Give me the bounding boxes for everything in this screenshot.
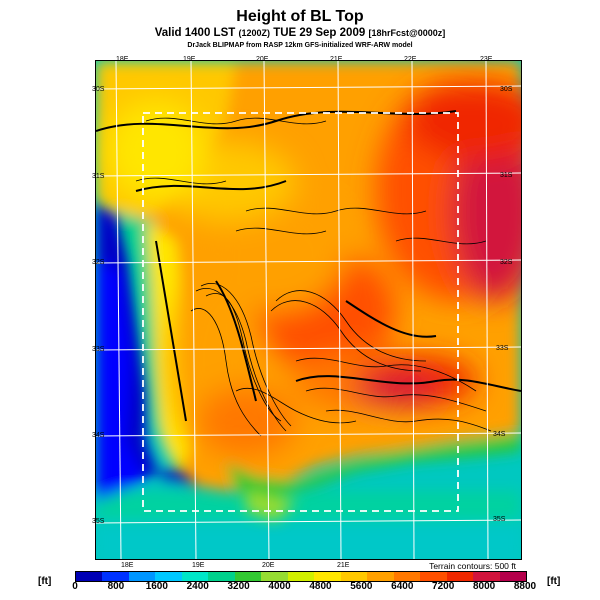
bottom-tick-21e: 21E <box>337 562 350 569</box>
right-tick-30s: 30S <box>500 86 513 93</box>
left-tick-31s: 31S <box>92 173 105 180</box>
color-bar-label: 4800 <box>309 581 332 592</box>
legend-unit-right: [ft] <box>547 576 561 587</box>
valid-date: TUE 29 Sep 2009 <box>273 27 366 39</box>
right-tick-33s: 33S <box>496 345 509 352</box>
left-tick-32s: 32S <box>92 259 105 266</box>
bottom-tick-18e: 18E <box>121 562 134 569</box>
color-bar-swatch <box>367 572 394 581</box>
color-bar-swatch <box>128 572 156 581</box>
right-tick-34s: 34S <box>493 431 506 438</box>
top-tick-23e: 23E <box>480 56 493 63</box>
color-bar-swatch <box>473 572 500 581</box>
color-bar-label: 0 <box>72 581 78 592</box>
bottom-tick-19e: 19E <box>192 562 205 569</box>
model-credit: DrJack BLIPMAP from RASP 12km GFS-initia… <box>187 42 413 49</box>
utc-time: (1200Z) <box>238 28 270 38</box>
top-tick-21e: 21E <box>330 56 343 63</box>
right-tick-35s: 35S <box>493 516 506 523</box>
color-bar-swatch <box>234 572 262 581</box>
color-bar-label: 1600 <box>145 581 168 592</box>
color-bar-label: 4000 <box>268 581 291 592</box>
color-bar-swatch <box>420 572 447 581</box>
color-bar-label: 6400 <box>391 581 414 592</box>
color-bar-swatch <box>181 572 209 581</box>
latlon-grid <box>96 61 521 559</box>
top-tick-19e: 19E <box>183 56 196 63</box>
left-tick-35s: 35S <box>92 518 105 525</box>
right-tick-31s: 31S <box>500 172 513 179</box>
color-bar-swatch <box>76 572 103 581</box>
color-bar-label: 3200 <box>227 581 250 592</box>
left-tick-34s: 34S <box>92 432 105 439</box>
top-tick-18e: 18E <box>116 56 129 63</box>
color-bar-swatch <box>314 572 341 581</box>
chart-title: Height of BL Top <box>236 8 364 25</box>
forecast-info: [18hrFcst@0000z] <box>368 28 446 38</box>
chart-subtitle: Valid 1400 LST (1200Z) TUE 29 Sep 2009 [… <box>0 27 600 39</box>
color-bar-swatch <box>155 572 182 581</box>
legend-unit-left: [ft] <box>38 576 52 587</box>
left-tick-30s: 30S <box>92 86 105 93</box>
color-bar <box>75 571 527 582</box>
color-bar-label: 2400 <box>186 581 209 592</box>
color-bar-swatch <box>499 572 526 581</box>
color-bar-swatch <box>393 572 421 581</box>
terrain-contours <box>135 117 492 437</box>
color-bar-label: 5600 <box>350 581 373 592</box>
color-bar-swatch <box>340 572 368 581</box>
color-bar-swatch <box>287 572 315 581</box>
color-bar-label: 8800 <box>513 581 537 592</box>
terrain-contour-note: Terrain contours: 500 ft <box>429 561 516 571</box>
color-bar-label: 800 <box>107 581 125 592</box>
right-tick-32s: 32S <box>500 259 513 266</box>
top-tick-20e: 20E <box>256 56 269 63</box>
top-tick-22e: 22E <box>404 56 417 63</box>
color-bar-swatch <box>208 572 235 581</box>
bottom-tick-20e: 20E <box>262 562 275 569</box>
inner-domain-box <box>142 112 459 512</box>
map-plot <box>95 60 522 560</box>
color-bar-swatch <box>446 572 474 581</box>
valid-time: Valid 1400 LST <box>154 27 236 39</box>
bl-top-map <box>96 61 521 559</box>
color-bar-swatch <box>261 572 288 581</box>
color-bar-labels: 0 800 1600 2400 3200 4000 4800 5600 6400 7200 8000… <box>72 581 536 595</box>
color-bar-label: 8000 <box>472 581 496 592</box>
color-bar-label: 7200 <box>432 581 455 592</box>
color-bar-swatch <box>102 572 129 581</box>
left-tick-33s: 33S <box>92 346 105 353</box>
